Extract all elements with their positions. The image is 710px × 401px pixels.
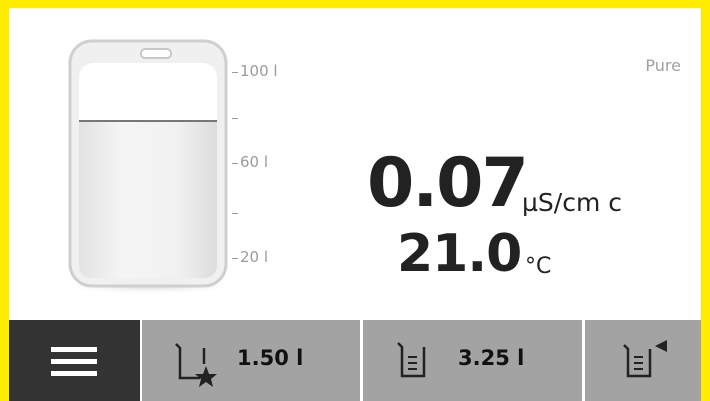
temperature-unit: °C	[525, 254, 551, 279]
menu-button[interactable]	[9, 320, 140, 401]
scale-label: 20 l	[240, 248, 268, 266]
volume-label: 3.25 l	[458, 346, 524, 370]
conductivity-value: 0.07	[367, 144, 527, 223]
main-panel: 100 l 60 l 20 l Pure 0.07 µS/cm c 21.0 °…	[9, 8, 701, 401]
dispense-button[interactable]: 3.25 l	[363, 320, 582, 401]
tank-graphic	[49, 33, 269, 303]
conductivity-unit: µS/cm c	[522, 188, 622, 217]
scale-label: 60 l	[240, 153, 268, 171]
temperature-value: 21.0	[397, 224, 521, 284]
scale-label: 100 l	[240, 62, 278, 80]
screen: 100 l 60 l 20 l Pure 0.07 µS/cm c 21.0 °…	[0, 0, 710, 401]
menu-icon	[51, 345, 97, 377]
beaker-icon	[395, 340, 429, 380]
dispense-button[interactable]	[585, 320, 701, 401]
beaker-star-icon	[172, 338, 224, 388]
volume-label: 1.50 l	[237, 346, 303, 370]
status-text: Pure	[645, 56, 681, 75]
dispense-button[interactable]: 1.50 l	[142, 320, 360, 401]
beaker-arrow-icon	[621, 338, 671, 380]
